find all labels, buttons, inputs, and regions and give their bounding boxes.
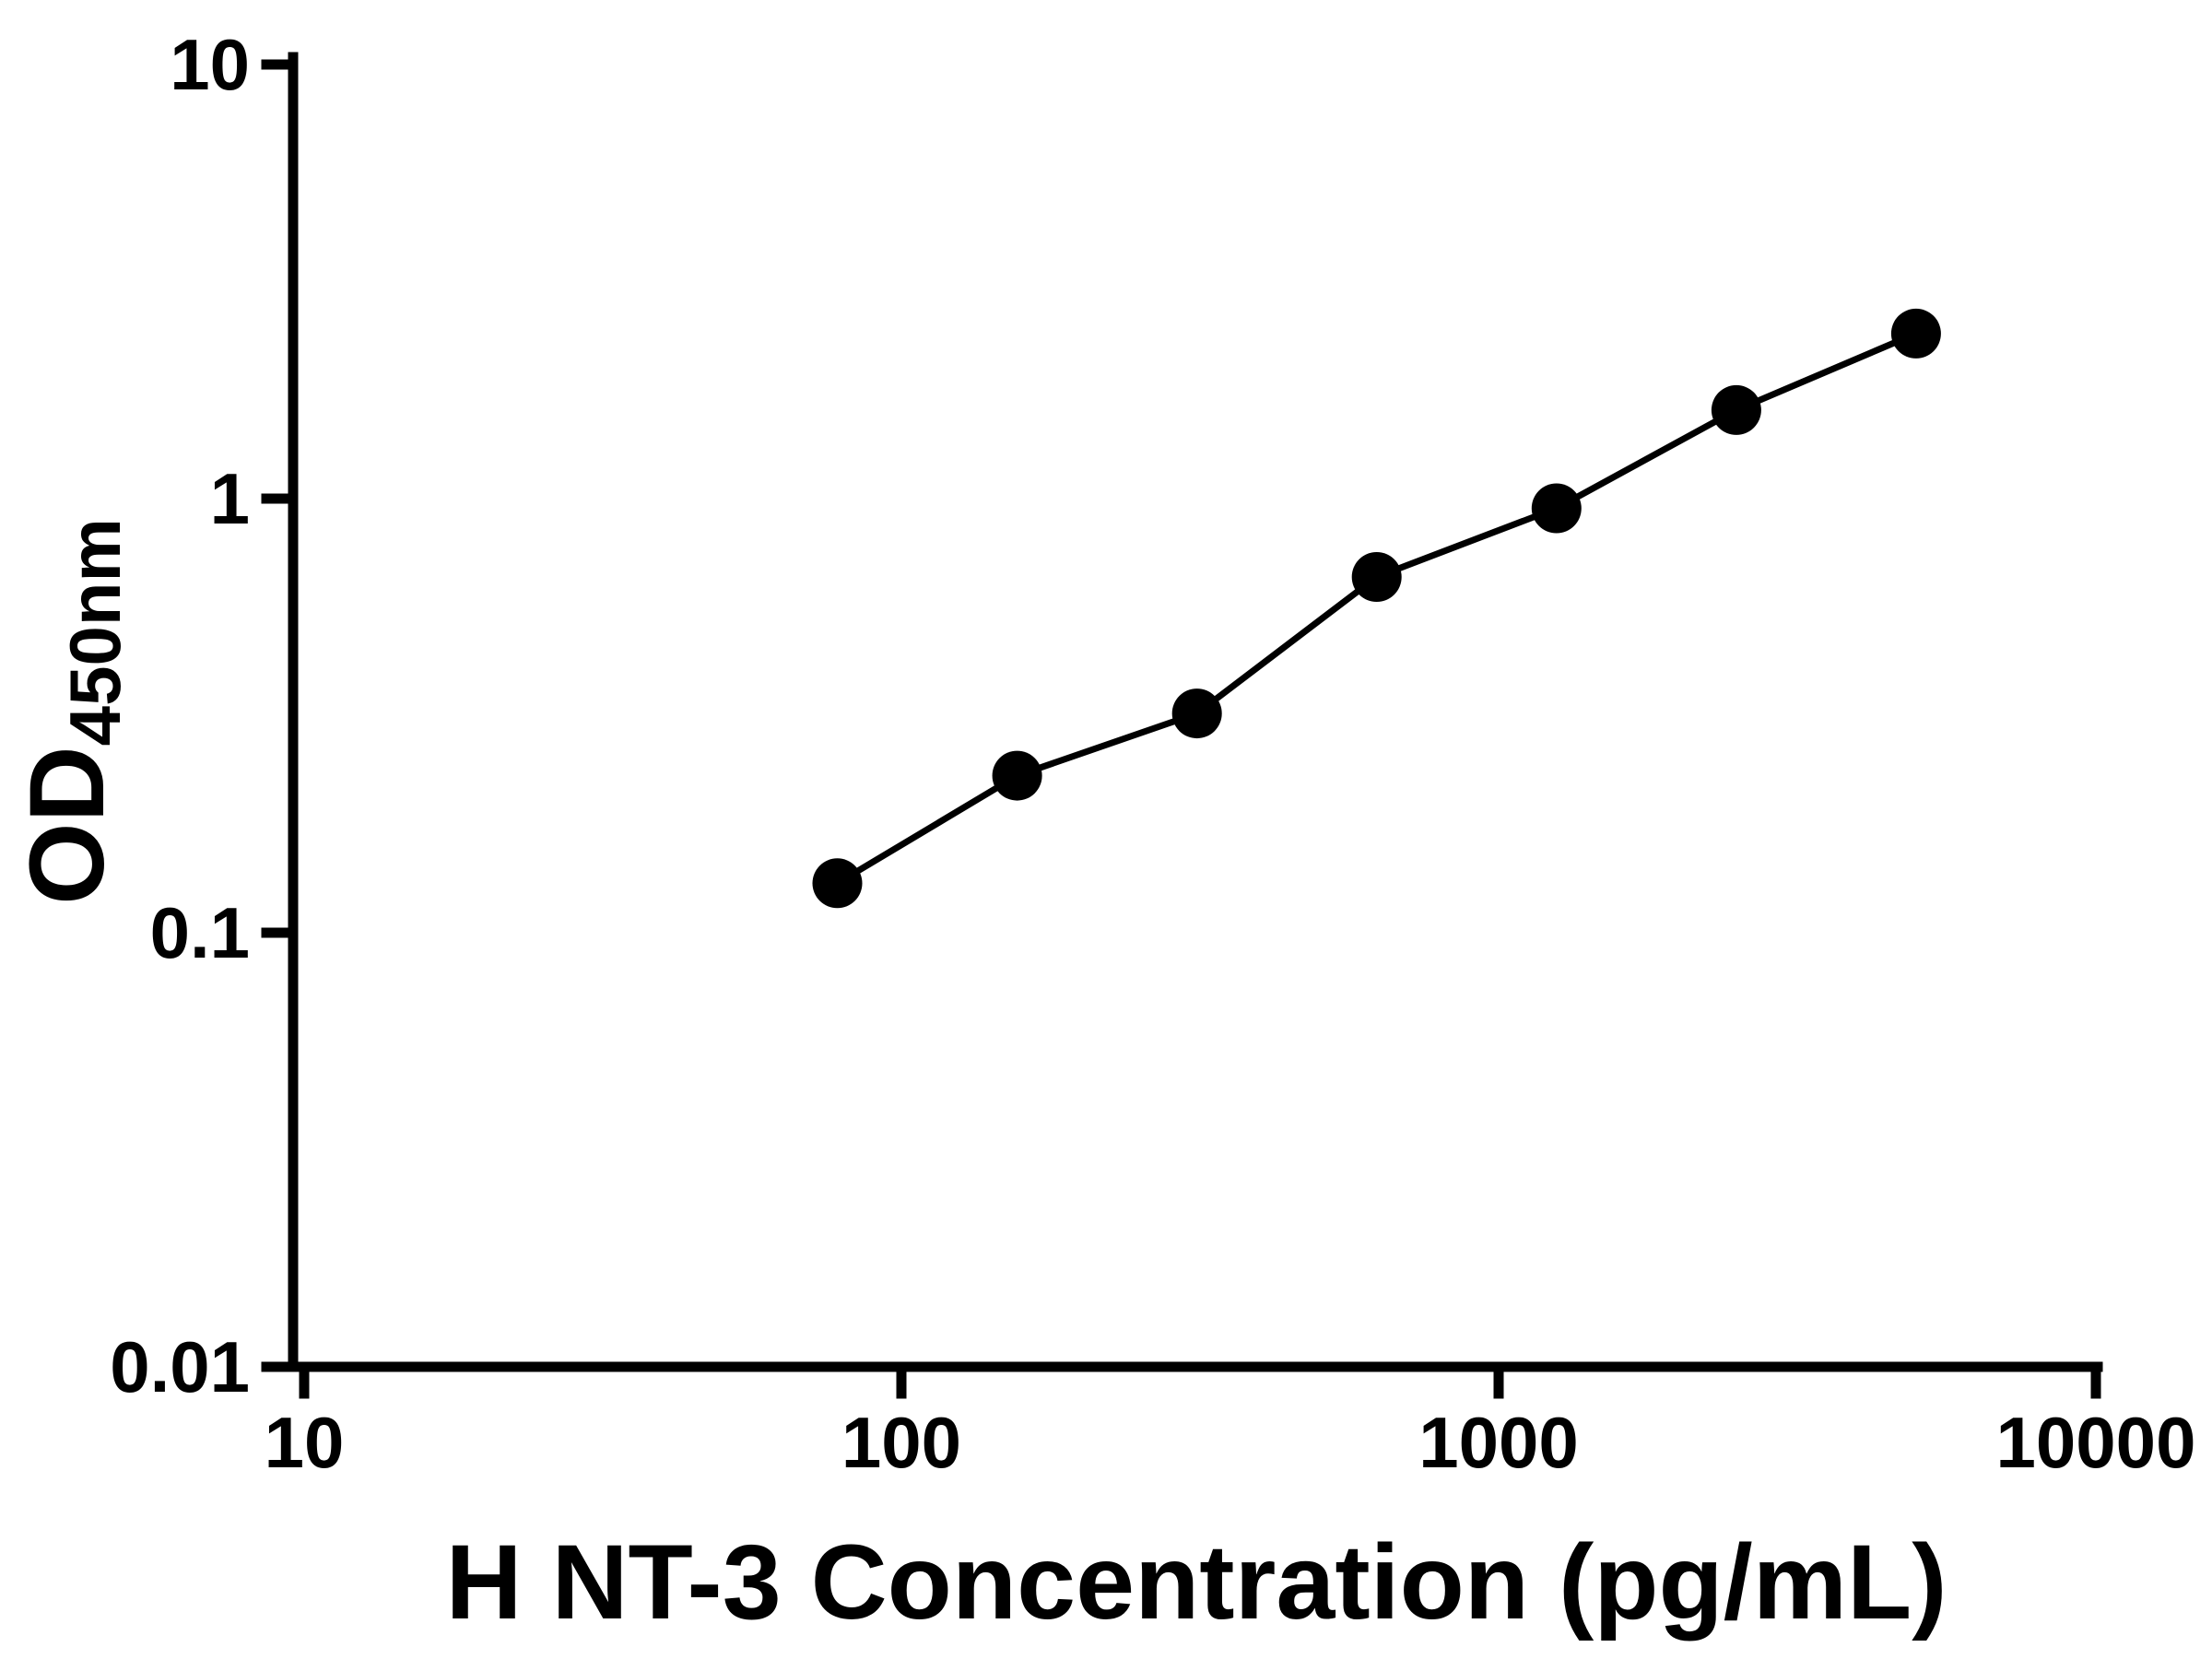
axis-tick-labels: 10 100 1000 10000 0.01 0.1 1 10 xyxy=(110,24,2195,1483)
y-tick-label: 1 xyxy=(210,458,250,539)
data-point-marker xyxy=(1351,552,1402,602)
data-point-marker xyxy=(1890,308,1941,359)
data-points xyxy=(812,308,1941,909)
data-point-marker xyxy=(1531,483,1582,534)
y-axis-title-main: OD xyxy=(8,746,126,905)
data-point-marker xyxy=(1171,688,1222,739)
data-point-marker xyxy=(1711,384,1761,435)
y-tick-label: 10 xyxy=(170,24,250,105)
x-axis-title: H NT-3 Concentration (pg/mL) xyxy=(445,1524,1947,1641)
data-point-marker xyxy=(992,750,1042,801)
svg-text:OD450nm: OD450nm xyxy=(8,518,135,905)
x-tick-label: 10000 xyxy=(1996,1402,2196,1483)
x-tick-label: 1000 xyxy=(1418,1402,1579,1483)
x-tick-label: 100 xyxy=(841,1402,961,1483)
data-point-marker xyxy=(812,858,863,909)
axis-ticks xyxy=(261,59,2101,1399)
y-tick-label: 0.1 xyxy=(150,892,250,973)
y-axis-title-sub: 450nm xyxy=(54,518,135,746)
y-tick-label: 0.01 xyxy=(110,1326,250,1407)
x-tick-label: 10 xyxy=(265,1402,345,1483)
y-axis-title: OD450nm xyxy=(8,518,135,905)
